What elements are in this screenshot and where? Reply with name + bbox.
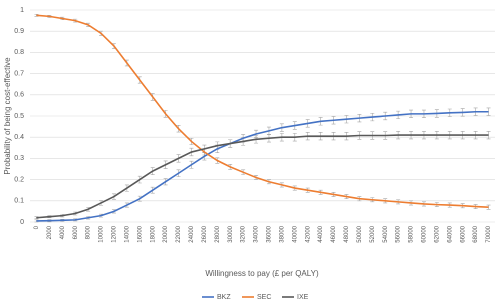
x-tick-label: 24000 xyxy=(189,225,195,242)
x-tick-label: 48000 xyxy=(344,225,350,242)
x-tick-label: 34000 xyxy=(254,225,260,242)
x-tick-label: 20000 xyxy=(163,225,169,242)
x-tick-label: 16000 xyxy=(137,225,143,242)
x-tick-label: 36000 xyxy=(267,225,273,242)
error-bar xyxy=(486,204,491,210)
y-tick-label: 0.2 xyxy=(14,176,24,183)
y-tick-label: 1 xyxy=(20,7,24,14)
y-tick-label: 0.4 xyxy=(14,134,24,141)
x-tick-label: 56000 xyxy=(396,225,402,242)
y-tick-label: 0.1 xyxy=(14,198,24,205)
x-tick-label: 26000 xyxy=(202,225,208,242)
y-tick-label: 0.8 xyxy=(14,49,24,56)
x-tick-label: 38000 xyxy=(279,225,285,242)
legend-label: BKZ xyxy=(217,294,231,301)
x-tick-label: 68000 xyxy=(473,225,479,242)
x-tick-label: 14000 xyxy=(124,225,130,242)
legend-label: IXE xyxy=(297,294,309,301)
x-axis-title: Willingness to pay (£ per QALY) xyxy=(205,269,319,278)
x-tick-label: 46000 xyxy=(331,225,337,242)
y-tick-label: 0.3 xyxy=(14,155,24,162)
series-line xyxy=(36,110,489,222)
x-tick-label: 66000 xyxy=(460,225,466,242)
x-tick-label: 22000 xyxy=(176,225,182,242)
x-tick-label: 12000 xyxy=(112,225,118,242)
x-tick-label: 64000 xyxy=(447,225,453,242)
x-tick-label: 50000 xyxy=(357,225,363,242)
series-line xyxy=(36,134,489,219)
x-tick-label: 28000 xyxy=(215,225,221,242)
y-tick-label: 0 xyxy=(20,219,24,226)
legend-label: SEC xyxy=(257,294,271,301)
y-tick-label: 0.9 xyxy=(14,28,24,35)
x-tick-label: 18000 xyxy=(150,225,156,242)
x-tick-label: 4000 xyxy=(60,225,66,239)
x-tick-label: 54000 xyxy=(383,225,389,242)
error-bar xyxy=(486,130,491,140)
y-tick-label: 0.6 xyxy=(14,92,24,99)
x-tick-label: 44000 xyxy=(318,225,324,242)
x-tick-label: 62000 xyxy=(434,225,440,242)
x-tick-label: 30000 xyxy=(228,225,234,242)
x-tick-label: 42000 xyxy=(305,225,311,242)
y-axis-title: Probability of being cost-effective xyxy=(3,57,12,175)
x-tick-label: 0 xyxy=(34,225,40,229)
x-tick-label: 32000 xyxy=(241,225,247,242)
x-tick-label: 10000 xyxy=(99,225,105,242)
series-line xyxy=(36,14,489,208)
x-tick-label: 6000 xyxy=(73,225,79,239)
y-tick-label: 0.7 xyxy=(14,70,24,77)
x-tick-label: 60000 xyxy=(422,225,428,242)
x-tick-label: 52000 xyxy=(370,225,376,242)
x-tick-label: 8000 xyxy=(86,225,92,239)
x-tick-label: 70000 xyxy=(486,225,492,242)
y-tick-label: 0.5 xyxy=(14,113,24,120)
x-tick-label: 58000 xyxy=(409,225,415,242)
x-tick-label: 2000 xyxy=(47,225,53,239)
x-tick-label: 40000 xyxy=(292,225,298,242)
error-bar xyxy=(486,107,491,116)
